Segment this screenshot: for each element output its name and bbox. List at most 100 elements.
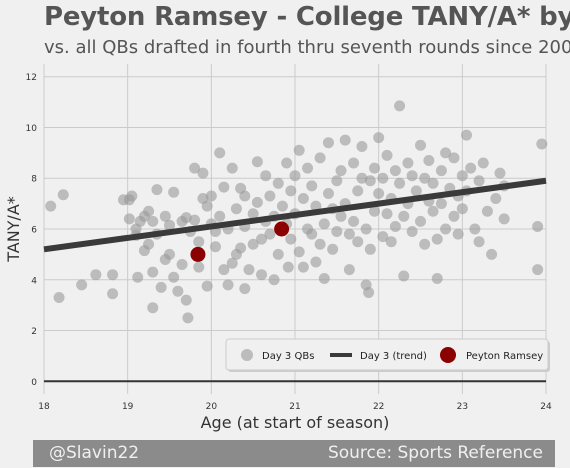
data-point <box>306 228 318 240</box>
data-point <box>381 208 393 220</box>
data-point <box>318 273 330 284</box>
data-point <box>282 261 294 273</box>
data-point <box>205 190 217 202</box>
data-point <box>448 210 460 222</box>
footer-bar: @Slavin22 Source: Sports Reference <box>33 440 555 467</box>
data-point <box>45 200 57 212</box>
data-point <box>201 200 213 212</box>
data-point <box>322 137 334 149</box>
x-tick-label: 22 <box>373 402 384 412</box>
data-point <box>306 180 318 192</box>
data-point <box>180 294 192 306</box>
data-point <box>360 223 372 235</box>
x-axis-label: Age (at start of season) <box>201 413 390 432</box>
data-point <box>172 285 184 297</box>
data-point <box>310 256 322 268</box>
data-point <box>151 184 163 196</box>
y-tick-labels: 0 2 4 6 8 10 12 <box>26 73 38 388</box>
data-point <box>222 279 234 291</box>
data-point <box>490 193 502 205</box>
data-point <box>473 236 485 248</box>
data-point <box>251 196 263 208</box>
data-point <box>435 165 447 177</box>
data-point <box>348 215 360 227</box>
data-point <box>147 215 159 227</box>
legend-label-day3: Day 3 QBs <box>262 351 314 362</box>
data-point <box>402 157 414 169</box>
data-point <box>536 138 548 150</box>
data-point <box>331 226 343 238</box>
trend-line <box>43 177 547 253</box>
data-point <box>193 261 205 273</box>
data-point <box>143 205 155 217</box>
data-point <box>385 236 397 248</box>
data-point <box>343 264 355 276</box>
data-point <box>373 187 385 199</box>
data-point <box>415 139 426 151</box>
data-point <box>90 269 102 281</box>
data-point <box>293 144 305 156</box>
data-point <box>218 181 230 193</box>
y-tick-label: 4 <box>31 276 37 286</box>
data-point <box>331 175 343 187</box>
data-point <box>452 228 464 240</box>
data-point <box>356 172 368 184</box>
data-point <box>364 243 376 255</box>
data-point <box>486 248 498 260</box>
data-point <box>335 165 347 177</box>
data-point <box>381 149 393 161</box>
legend: Day 3 QBs Day 3 (trend) Peyton Ramsey <box>225 338 550 372</box>
data-point <box>394 100 406 112</box>
y-tick-label: 12 <box>26 73 37 83</box>
data-point <box>235 242 247 254</box>
data-point <box>339 134 351 146</box>
x-tick-label: 21 <box>289 402 300 412</box>
data-point <box>427 205 439 217</box>
data-point <box>327 243 339 255</box>
data-point <box>297 193 309 205</box>
data-point <box>272 248 284 260</box>
data-point <box>448 152 460 164</box>
data-point <box>440 223 452 235</box>
data-point <box>247 238 259 250</box>
data-point <box>285 233 297 245</box>
data-point <box>126 190 138 202</box>
data-point <box>494 167 506 179</box>
data-point <box>377 231 389 243</box>
data-point <box>251 156 263 168</box>
legend-marker-ramsey <box>440 347 456 363</box>
data-point <box>440 147 452 159</box>
data-point <box>272 177 284 189</box>
data-point <box>427 177 439 189</box>
data-point <box>143 238 155 250</box>
data-point <box>456 203 468 215</box>
data-point <box>53 292 65 304</box>
footer-source: Source: Sports Reference <box>327 443 543 463</box>
data-point <box>247 208 259 220</box>
data-point <box>377 172 389 184</box>
data-point <box>389 165 401 177</box>
legend-marker-day3 <box>241 349 253 361</box>
data-point <box>176 259 188 271</box>
y-tick-label: 10 <box>26 124 38 134</box>
data-point <box>389 220 401 232</box>
data-point <box>364 175 376 187</box>
data-point <box>155 281 167 293</box>
chart-title: Peyton Ramsey - College TANY/A* by Age <box>44 2 570 32</box>
data-point <box>285 185 297 197</box>
data-point <box>159 210 171 222</box>
data-point <box>226 162 238 174</box>
data-point <box>532 264 544 276</box>
data-point <box>57 189 69 201</box>
x-tick-label: 20 <box>206 402 218 412</box>
data-point <box>276 200 288 212</box>
data-point <box>348 157 360 169</box>
data-point <box>419 238 431 250</box>
data-point <box>406 226 418 238</box>
data-point <box>368 162 380 174</box>
data-point <box>302 162 314 174</box>
data-point <box>297 261 309 273</box>
chart-subtitle: vs. all QBs drafted in fourth thru seven… <box>44 37 570 58</box>
x-tick-label: 19 <box>122 402 134 412</box>
